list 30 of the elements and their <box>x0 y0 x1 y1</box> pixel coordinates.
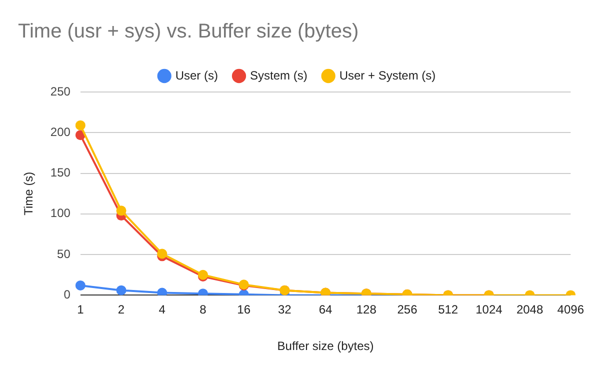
chart-title: Time (usr + sys) vs. Buffer size (bytes) <box>18 20 359 43</box>
x-tick-label: 16 <box>237 302 251 317</box>
x-tick-label: 2 <box>118 302 125 317</box>
x-tick-label: 32 <box>278 302 292 317</box>
x-tick-label: 1024 <box>476 302 503 317</box>
x-tick-label: 4096 <box>557 302 584 317</box>
y-tick-label: 150 <box>50 166 71 180</box>
point <box>75 280 86 290</box>
legend-label: User + System (s) <box>339 68 436 82</box>
y-tick-label: 100 <box>50 206 71 220</box>
x-tick-label: 512 <box>438 302 458 317</box>
x-axis-title: Buffer size (bytes) <box>277 339 374 354</box>
y-axis-title: Time (s) <box>22 172 36 216</box>
legend-label: System (s) <box>250 68 308 82</box>
y-tick-label: 200 <box>50 124 71 139</box>
x-tick-label: 8 <box>200 302 207 317</box>
x-tick-label: 64 <box>318 302 333 317</box>
x-tick-label: 128 <box>356 302 377 317</box>
x-tick-label: 2048 <box>516 302 544 317</box>
legend-label: User (s) <box>175 68 218 82</box>
y-tick-label: 250 <box>50 84 71 98</box>
point <box>116 206 126 216</box>
point <box>75 120 86 130</box>
x-tick-label: 4 <box>158 302 166 317</box>
y-tick-label: 0 <box>64 288 71 302</box>
x-tick-label: 1 <box>77 302 84 317</box>
point <box>116 285 126 296</box>
y-tick-label: 50 <box>57 246 71 261</box>
point <box>157 248 168 259</box>
x-tick-label: 256 <box>397 302 418 317</box>
